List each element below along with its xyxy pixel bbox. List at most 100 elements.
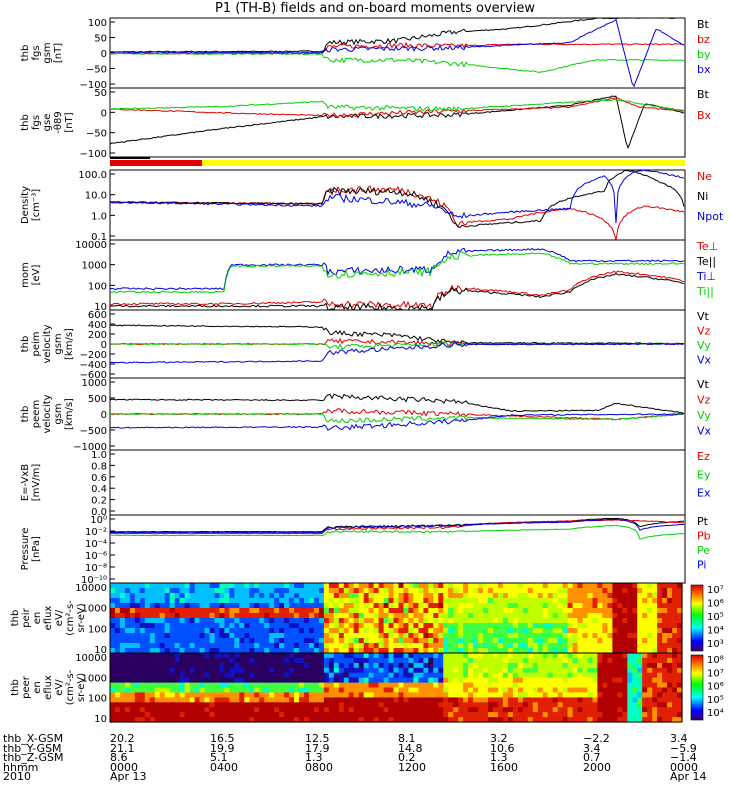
y-axis-label: velocity [42, 394, 53, 433]
heatmap-cell [483, 697, 489, 703]
heatmap-cell [139, 707, 146, 713]
heatmap-cell [189, 712, 196, 718]
heatmap-cell [284, 667, 290, 674]
heatmap-cell [259, 618, 265, 624]
heatmap-cell [318, 648, 325, 654]
heatmap-cell [333, 682, 340, 689]
heatmap-cell [547, 643, 554, 649]
heatmap-cell [323, 657, 330, 664]
heatmap-cell [134, 583, 141, 589]
heatmap-cell [229, 588, 235, 594]
heatmap-cell [159, 623, 166, 629]
heatmap-cell [333, 657, 340, 664]
heatmap-cell [667, 588, 673, 594]
heatmap-cell [498, 677, 504, 684]
heatmap-cell [468, 657, 474, 664]
heatmap-cell [617, 677, 623, 684]
heatmap-cell [637, 608, 643, 614]
heatmap-cell [483, 598, 489, 604]
heatmap-cell [413, 702, 419, 708]
heatmap-cell [284, 672, 290, 679]
heatmap-cell [368, 707, 375, 713]
heatmap-cell [299, 667, 305, 674]
heatmap-cell [423, 643, 429, 649]
heatmap-cell [443, 662, 449, 669]
heatmap-cell [323, 717, 330, 723]
heatmap-cell [657, 662, 663, 669]
heatmap-cell [323, 628, 330, 634]
heatmap-cell [318, 653, 325, 659]
heatmap-cell [468, 697, 474, 703]
heatmap-cell [343, 692, 350, 698]
y-tick-label: 0 [101, 410, 107, 421]
heatmap-cell [309, 623, 315, 629]
heatmap-cell [363, 643, 370, 649]
footer-row-label: thb_Y-GSM [3, 741, 62, 755]
heatmap-cell [418, 588, 424, 594]
heatmap-cell [388, 628, 395, 634]
heatmap-cell [219, 618, 225, 624]
heatmap-cell [174, 623, 181, 629]
heatmap-cell [597, 613, 603, 619]
y-tick-label: 1000 [82, 604, 107, 615]
y-tick-label: −400 [80, 360, 107, 371]
heatmap-cell [677, 583, 683, 589]
heatmap-cell [224, 643, 230, 649]
heatmap-cell [542, 687, 549, 693]
heatmap-cell [438, 623, 444, 629]
heatmap-cell [179, 712, 186, 718]
heatmap-cell [527, 598, 534, 604]
heatmap-cell [174, 712, 181, 718]
heatmap-cell [129, 657, 136, 664]
heatmap-cell [254, 717, 260, 723]
heatmap-cell [677, 682, 683, 689]
heatmap-cell [139, 692, 146, 698]
heatmap-cell [602, 583, 608, 589]
heatmap-cell [149, 677, 156, 684]
heatmap-cell [567, 613, 574, 619]
heatmap-cell [353, 633, 360, 639]
heatmap-cell [333, 692, 340, 698]
heatmap-cell [478, 657, 484, 664]
heatmap-cell [204, 657, 211, 664]
heatmap-cell [403, 677, 410, 684]
heatmap-cell [219, 598, 225, 604]
heatmap-cell [428, 707, 434, 713]
heatmap-cell [537, 623, 544, 629]
heatmap-cell [328, 682, 335, 689]
heatmap-cell [532, 672, 539, 679]
heatmap-cell [244, 682, 250, 689]
heatmap-cell [164, 598, 171, 604]
heatmap-cell [507, 697, 514, 703]
heatmap-cell [547, 653, 554, 659]
heatmap-cell [199, 638, 206, 644]
heatmap-cell [627, 662, 633, 669]
heatmap-cell [428, 677, 434, 684]
heatmap-cell [144, 692, 151, 698]
heatmap-cell [169, 667, 176, 674]
heatmap-cell [667, 667, 673, 674]
heatmap-cell [512, 692, 519, 698]
heatmap-cell [458, 667, 464, 674]
heatmap-cell [338, 682, 345, 689]
heatmap-cell [612, 712, 618, 718]
heatmap-cell [383, 608, 390, 614]
heatmap-cell [115, 623, 121, 629]
heatmap-cell [647, 662, 653, 669]
heatmap-cell [313, 608, 320, 614]
heatmap-cell [468, 717, 474, 723]
heatmap-cell [194, 667, 201, 674]
heatmap-cell [249, 672, 255, 679]
y-tick-label: 0 [101, 108, 107, 119]
heatmap-cell [403, 697, 410, 703]
heatmap-cell [483, 628, 489, 634]
legend-entry: Vy [697, 339, 711, 352]
heatmap-cell [124, 638, 131, 644]
heatmap-cell [144, 702, 151, 708]
heatmap-cell [662, 667, 668, 674]
heatmap-cell [562, 662, 569, 669]
heatmap-cell [378, 588, 385, 594]
heatmap-cell [338, 687, 345, 693]
heatmap-cell [547, 603, 554, 609]
heatmap-cell [572, 628, 579, 634]
